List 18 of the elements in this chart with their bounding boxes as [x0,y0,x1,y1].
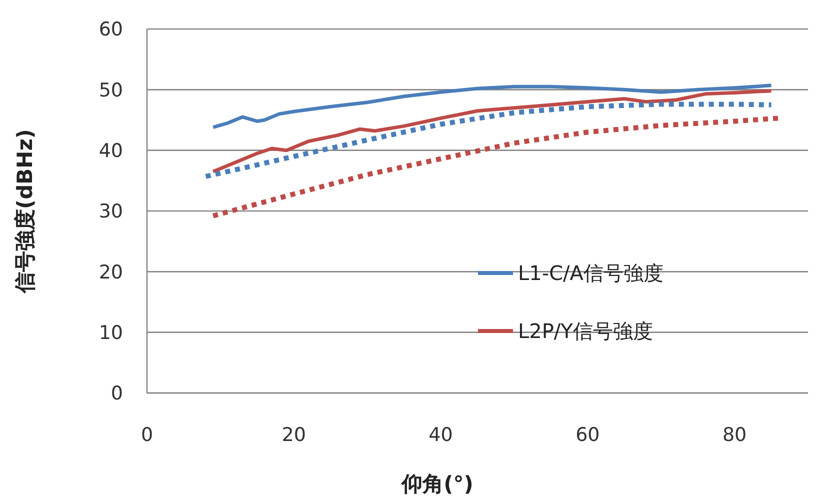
x-tick-label: 0 [140,424,154,446]
y-tick-label: 20 [98,261,123,284]
x-axis-title: 仰角(°) [400,472,474,496]
legend-label: L2P/Y信号強度 [518,319,653,343]
line-series [211,89,774,174]
y-tick-label: 50 [98,79,123,102]
y-axis-title: 信号強度(dBHz) [13,128,37,294]
x-tick-label: 40 [428,424,453,446]
x-tick-label: 60 [576,424,600,446]
x-tick-label: 20 [282,424,306,446]
y-tick-label: 0 [110,382,123,405]
x-tick-label: 80 [722,424,747,446]
legend-label: L1-C/A信号強度 [518,261,664,285]
y-tick-label: 10 [98,322,123,344]
y-tick-label: 40 [98,140,123,162]
y-tick-label: 30 [98,200,123,223]
line-series [211,84,774,130]
y-tick-label: 60 [98,18,123,41]
